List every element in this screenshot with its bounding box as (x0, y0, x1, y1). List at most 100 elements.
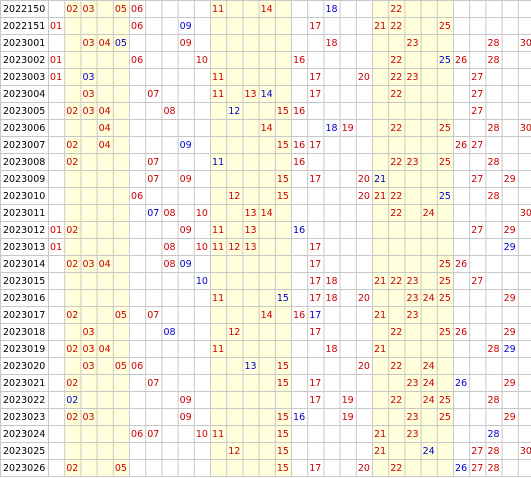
red-number-11: 11 (212, 344, 224, 355)
red-number-08: 08 (163, 106, 175, 117)
red-number-17: 17 (309, 21, 321, 32)
red-number-19: 19 (342, 395, 354, 406)
red-number-27: 27 (471, 174, 483, 185)
blue-number-18: 18 (325, 4, 337, 15)
blue-number-11: 11 (212, 157, 224, 168)
blue-number-24: 24 (423, 446, 435, 457)
red-number-23: 23 (406, 293, 418, 304)
red-number-23: 23 (406, 276, 418, 287)
red-number-29: 29 (504, 225, 516, 236)
red-number-16: 16 (293, 140, 305, 151)
red-number-12: 12 (228, 191, 240, 202)
issue-column: 2022150 2022151 2023001 2023002 2023003 20230… (3, 4, 45, 474)
red-number-02: 02 (66, 344, 78, 355)
red-number-14: 14 (261, 208, 273, 219)
red-number-19: 19 (342, 123, 354, 134)
red-number-06: 06 (131, 429, 143, 440)
issue-label: 2022151 (3, 21, 45, 32)
red-number-20: 20 (358, 463, 370, 474)
red-number-08: 08 (163, 208, 175, 219)
red-number-27: 27 (471, 463, 483, 474)
red-number-22: 22 (390, 276, 402, 287)
blue-number-16: 16 (293, 412, 305, 423)
red-number-21: 21 (374, 429, 386, 440)
red-number-13: 13 (244, 89, 256, 100)
red-number-11: 11 (212, 4, 224, 15)
red-number-03: 03 (82, 412, 94, 423)
red-number-20: 20 (358, 174, 370, 185)
red-number-17: 17 (309, 140, 321, 151)
red-number-01: 01 (50, 55, 62, 66)
red-number-29: 29 (504, 327, 516, 338)
issue-label: 2023026 (3, 463, 45, 474)
red-number-20: 20 (358, 361, 370, 372)
blue-number-09: 09 (180, 140, 192, 151)
blue-number-29: 29 (504, 344, 516, 355)
red-number-27: 27 (471, 446, 483, 457)
red-number-23: 23 (406, 72, 418, 83)
red-number-07: 07 (147, 429, 159, 440)
red-number-15: 15 (277, 446, 289, 457)
red-number-17: 17 (309, 463, 321, 474)
blue-number-16: 16 (293, 225, 305, 236)
issue-label: 2023015 (3, 276, 45, 287)
red-number-17: 17 (309, 276, 321, 287)
red-number-29: 29 (504, 378, 516, 389)
issue-label: 2023019 (3, 344, 45, 355)
red-number-20: 20 (358, 293, 370, 304)
red-number-02: 02 (66, 4, 78, 15)
red-number-28: 28 (487, 191, 499, 202)
red-number-24: 24 (423, 395, 435, 406)
red-number-29: 29 (504, 174, 516, 185)
blue-number-26: 26 (455, 378, 467, 389)
red-number-18: 18 (325, 276, 337, 287)
red-number-28: 28 (487, 38, 499, 49)
red-number-01: 01 (50, 242, 62, 253)
red-number-22: 22 (390, 395, 402, 406)
red-number-17: 17 (309, 259, 321, 270)
red-number-21: 21 (374, 21, 386, 32)
red-number-14: 14 (261, 123, 273, 134)
red-number-24: 24 (423, 208, 435, 219)
red-number-03: 03 (82, 327, 94, 338)
red-number-03: 03 (82, 361, 94, 372)
red-number-05: 05 (115, 4, 127, 15)
red-number-02: 02 (66, 225, 78, 236)
red-number-21: 21 (374, 191, 386, 202)
red-number-26: 26 (455, 259, 467, 270)
red-number-06: 06 (131, 21, 143, 32)
red-number-02: 02 (66, 378, 78, 389)
red-number-07: 07 (147, 89, 159, 100)
red-number-15: 15 (277, 429, 289, 440)
red-number-22: 22 (390, 123, 402, 134)
issue-label: 2023016 (3, 293, 45, 304)
red-number-22: 22 (390, 72, 402, 83)
red-number-13: 13 (244, 208, 256, 219)
red-number-25: 25 (439, 259, 451, 270)
red-number-23: 23 (406, 38, 418, 49)
issue-label: 2023007 (3, 140, 45, 151)
red-number-05: 05 (115, 361, 127, 372)
red-number-30: 30 (520, 123, 531, 134)
blue-number-07: 07 (147, 208, 159, 219)
red-number-09: 09 (180, 412, 192, 423)
red-number-02: 02 (66, 463, 78, 474)
red-number-03: 03 (82, 38, 94, 49)
red-number-17: 17 (309, 72, 321, 83)
blue-number-26: 26 (455, 463, 467, 474)
red-number-01: 01 (50, 21, 62, 32)
red-number-26: 26 (455, 140, 467, 151)
red-number-28: 28 (487, 55, 499, 66)
issue-label: 2023025 (3, 446, 45, 457)
blue-number-05: 05 (115, 38, 127, 49)
blue-number-14: 14 (261, 89, 273, 100)
issue-label: 2023022 (3, 395, 45, 406)
red-number-22: 22 (390, 191, 402, 202)
red-number-13: 13 (244, 242, 256, 253)
issue-label: 2023002 (3, 55, 45, 66)
red-number-04: 04 (99, 344, 111, 355)
issue-label: 2023013 (3, 242, 45, 253)
red-number-23: 23 (406, 429, 418, 440)
red-number-24: 24 (423, 378, 435, 389)
red-number-17: 17 (309, 378, 321, 389)
